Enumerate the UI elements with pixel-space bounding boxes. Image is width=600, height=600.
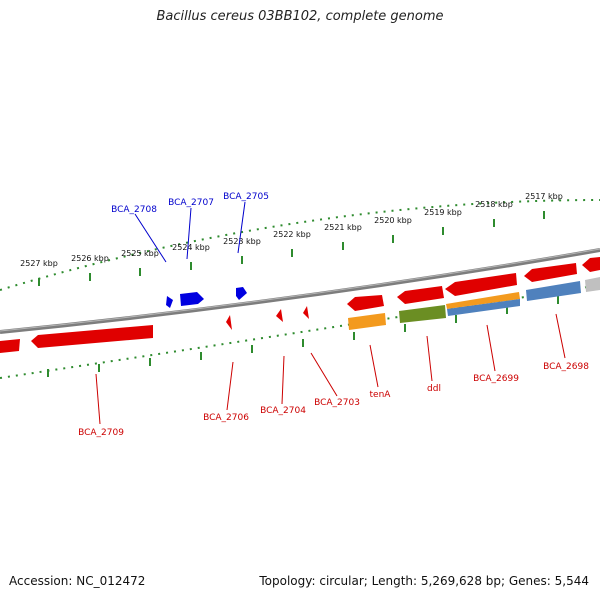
cog-bar-bca2698 xyxy=(526,281,581,301)
gene-arrow-bca2709[interactable] xyxy=(31,325,153,348)
tick-label: 2524 kbp xyxy=(172,243,210,252)
inner-tick-scale xyxy=(0,284,600,379)
leader-line-bca2706 xyxy=(226,361,234,411)
cog-bar-ddl xyxy=(399,305,446,323)
tick-labels: 2527 kbp 2526 kbp 2525 kbp 2524 kbp 2523 kbp… xyxy=(20,192,563,268)
tick-label: 2526 kbp xyxy=(71,254,109,263)
gene-label-bca2699[interactable]: BCA_2699 xyxy=(473,374,519,384)
cog-bar-bca2699-steel xyxy=(447,299,520,316)
tick-label: 2521 kbp xyxy=(324,223,362,232)
leader-line-bca2705 xyxy=(237,201,246,254)
map-title: Bacillus cereus 03BB102, complete genome xyxy=(156,9,444,24)
cog-bar-tena xyxy=(348,313,386,330)
gene-label-bca2708[interactable]: BCA_2708 xyxy=(111,205,157,215)
gene-arrow-bca2698[interactable] xyxy=(524,263,577,282)
gene-arrow-bca2703[interactable] xyxy=(303,306,309,319)
gene-label-bca2704[interactable]: BCA_2704 xyxy=(260,406,306,416)
tick-label: 2519 kbp xyxy=(424,208,462,217)
accession-label: Accession: NC_012472 xyxy=(9,574,146,588)
leader-line-bca2699 xyxy=(486,324,496,372)
tick-label: 2525 kbp xyxy=(121,249,159,258)
gene-label-tena[interactable]: tenA xyxy=(370,390,392,400)
outer-tick-scale: 2527 kbp 2526 kbp 2525 kbp 2524 kbp 2523 kbp… xyxy=(0,192,600,291)
outer-major-ticks xyxy=(38,211,545,286)
gene-label-bca2706[interactable]: BCA_2706 xyxy=(203,413,249,423)
reverse-strand-genes xyxy=(0,257,600,353)
leader-line-bca2698 xyxy=(555,313,566,359)
gene-label-bca2707[interactable]: BCA_2707 xyxy=(168,198,214,208)
leader-line-bca2703 xyxy=(310,352,338,397)
gene-arrow-right-edge[interactable] xyxy=(582,257,600,272)
gene-arrow-bca2705[interactable] xyxy=(236,287,247,300)
gene-leader-lines xyxy=(95,201,566,425)
gene-arrow-tena[interactable] xyxy=(347,295,384,311)
topology-summary: Topology: circular; Length: 5,269,628 bp… xyxy=(259,574,589,588)
gene-labels: BCA_2708 BCA_2707 BCA_2705 BCA_2709 BCA_… xyxy=(78,192,589,438)
leader-line-bca2708 xyxy=(134,213,167,263)
leader-line-bca2707 xyxy=(186,207,192,260)
gene-arrow-ddl[interactable] xyxy=(397,286,444,304)
leader-line-ddl xyxy=(426,335,433,382)
gene-arrow-bca2706[interactable] xyxy=(226,315,232,330)
gene-arrow-bca2704[interactable] xyxy=(276,309,283,322)
genome-backbone-highlight xyxy=(0,248,600,332)
gene-arrow-bca2708[interactable] xyxy=(166,296,173,308)
tick-label: 2522 kbp xyxy=(273,230,311,239)
cog-category-track xyxy=(348,277,600,330)
leader-line-tena xyxy=(369,344,379,388)
forward-strand-genes xyxy=(166,287,247,308)
gene-label-bca2705[interactable]: BCA_2705 xyxy=(223,192,269,202)
inner-major-ticks xyxy=(47,296,559,377)
gene-arrow-bca2699[interactable] xyxy=(445,273,517,296)
cog-bar-bca2699-orange xyxy=(446,292,520,309)
gene-arrow-left-edge[interactable] xyxy=(0,339,20,353)
tick-label: 2520 kbp xyxy=(374,216,412,225)
leader-line-bca2704 xyxy=(281,355,285,405)
tick-label: 2523 kbp xyxy=(223,237,261,246)
leader-line-bca2709 xyxy=(95,373,101,425)
genome-backbone xyxy=(0,248,600,334)
tick-label: 2517 kbp xyxy=(525,192,563,201)
gene-label-bca2709[interactable]: BCA_2709 xyxy=(78,428,124,438)
gene-label-ddl[interactable]: ddl xyxy=(427,384,441,394)
gene-label-bca2703[interactable]: BCA_2703 xyxy=(314,398,360,408)
cog-bar-right-edge xyxy=(585,277,600,292)
gene-arrow-bca2707[interactable] xyxy=(180,292,204,306)
tick-label: 2527 kbp xyxy=(20,259,58,268)
gene-label-bca2698[interactable]: BCA_2698 xyxy=(543,362,589,372)
tick-label: 2518 kbp xyxy=(475,200,513,209)
